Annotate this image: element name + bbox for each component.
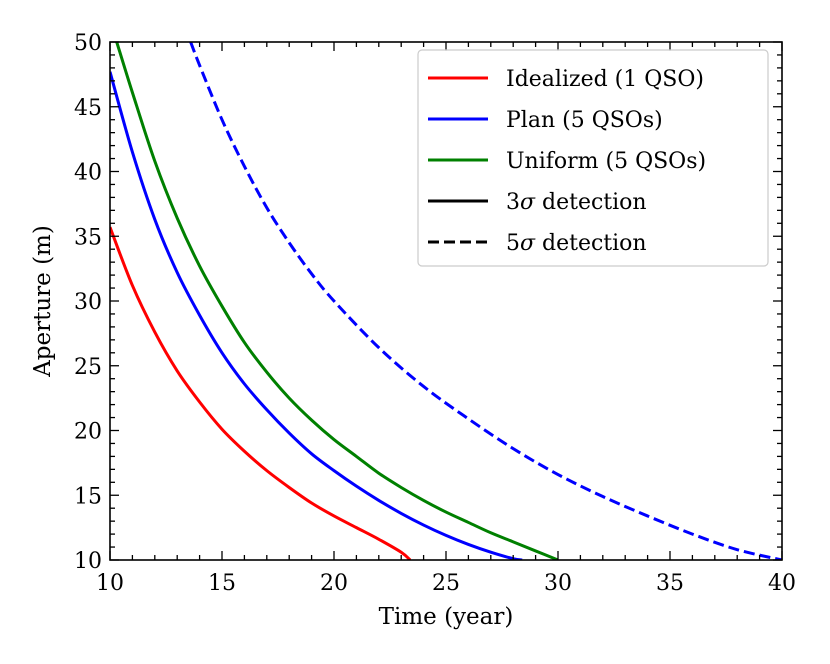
x-tick-label: 40 — [768, 571, 796, 596]
x-tick-label: 30 — [544, 571, 572, 596]
y-tick-label: 10 — [74, 549, 102, 574]
legend-label-5: 5σ detection — [506, 231, 647, 256]
x-tick-label: 10 — [96, 571, 124, 596]
y-axis-label: Aperture (m) — [30, 225, 56, 378]
legend-label-3: Uniform (5 QSOs) — [506, 149, 706, 174]
y-tick-label: 30 — [74, 290, 102, 315]
series-layer — [110, 42, 782, 560]
x-tick-label: 35 — [656, 571, 684, 596]
legend: Idealized (1 QSO) Plan (5 QSOs) Uniform (5… — [417, 49, 769, 267]
y-tick-label: 20 — [74, 420, 102, 445]
series-line-2 — [110, 71, 523, 560]
y-tick-label: 45 — [74, 96, 102, 121]
x-tick-label: 20 — [320, 571, 348, 596]
series-line-4 — [189, 42, 782, 560]
legend-frame — [417, 49, 769, 267]
y-tick-label: 40 — [74, 161, 102, 186]
series-line-3 — [115, 42, 559, 560]
y-tick-label: 15 — [74, 484, 102, 509]
series-line-1 — [110, 226, 412, 560]
plot-frame — [109, 41, 783, 561]
x-tick-label: 25 — [432, 571, 460, 596]
tick-labels: 10 15 20 25 30 35 40 10 15 20 25 30 35 40 45 50 — [74, 31, 796, 596]
x-axis-label: Time (year) — [379, 604, 514, 630]
legend-label-1: Idealized (1 QSO) — [506, 67, 704, 92]
legend-label-4: 3σ detection — [506, 190, 647, 215]
legend-label-2: Plan (5 QSOs) — [506, 108, 663, 133]
y-tick-label: 35 — [74, 225, 102, 250]
y-tick-label: 50 — [74, 31, 102, 56]
y-tick-label: 25 — [74, 355, 102, 380]
x-tick-label: 15 — [208, 571, 236, 596]
